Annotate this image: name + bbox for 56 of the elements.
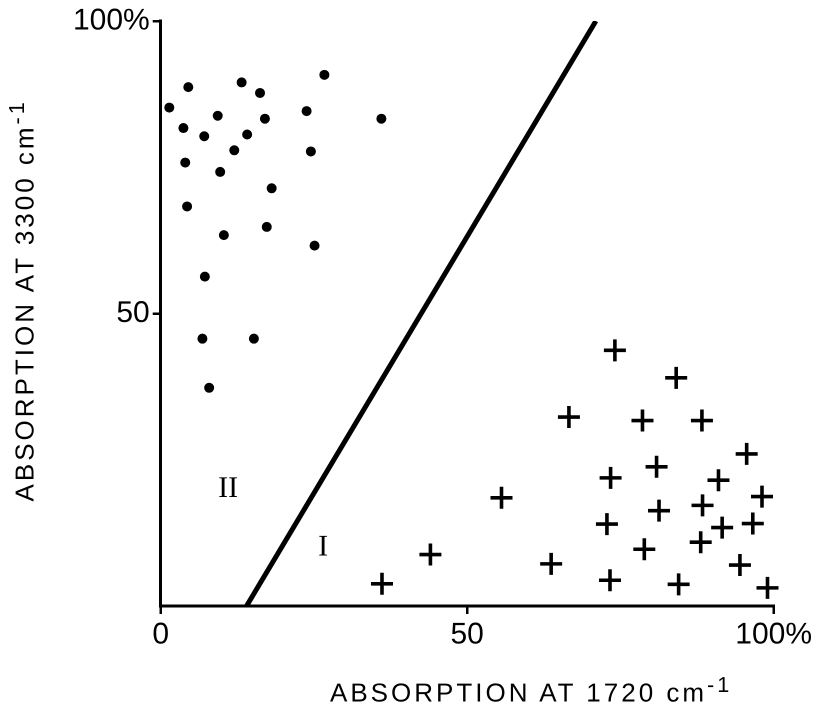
point (736, 442, 758, 465)
point (178, 123, 188, 134)
point (648, 500, 670, 522)
point (742, 512, 764, 535)
point (215, 166, 226, 177)
x-axis-title: ABSORPTION AT 1720 cm$^{-1}$ (330, 672, 732, 709)
point (376, 114, 386, 124)
point (204, 382, 214, 393)
point (164, 102, 174, 113)
point (646, 456, 668, 478)
point (183, 82, 194, 92)
point (690, 531, 712, 554)
point (182, 201, 192, 212)
point (236, 77, 247, 88)
point (604, 339, 626, 362)
point (370, 572, 393, 595)
point (665, 366, 688, 389)
x-tick-label: 100% (735, 617, 812, 650)
point (707, 469, 730, 492)
x-tick-label: 0 (152, 617, 170, 650)
annotation: II (218, 470, 238, 504)
point (310, 240, 320, 251)
point (540, 552, 562, 575)
point (419, 544, 442, 566)
point (262, 222, 272, 232)
point (218, 230, 229, 240)
point (255, 88, 266, 98)
point (319, 70, 330, 80)
point (756, 576, 779, 599)
point (306, 146, 316, 156)
point (692, 494, 714, 516)
point (212, 110, 223, 121)
point (260, 114, 270, 124)
point (600, 466, 622, 489)
annotation: I (318, 529, 328, 562)
point (598, 569, 621, 592)
point (199, 131, 210, 142)
point (200, 272, 210, 282)
point (197, 334, 208, 344)
point (711, 516, 734, 539)
point (302, 106, 312, 116)
x-tick-label: 50 (450, 617, 484, 650)
point (633, 538, 656, 560)
point (558, 406, 580, 428)
point (248, 334, 259, 344)
point (266, 183, 277, 194)
point (229, 145, 240, 156)
point (668, 573, 690, 596)
point (631, 410, 654, 432)
point (728, 554, 751, 576)
point (750, 486, 773, 508)
point (490, 486, 513, 509)
point (690, 410, 713, 432)
point (180, 158, 190, 168)
point (596, 513, 618, 536)
point (242, 129, 252, 140)
